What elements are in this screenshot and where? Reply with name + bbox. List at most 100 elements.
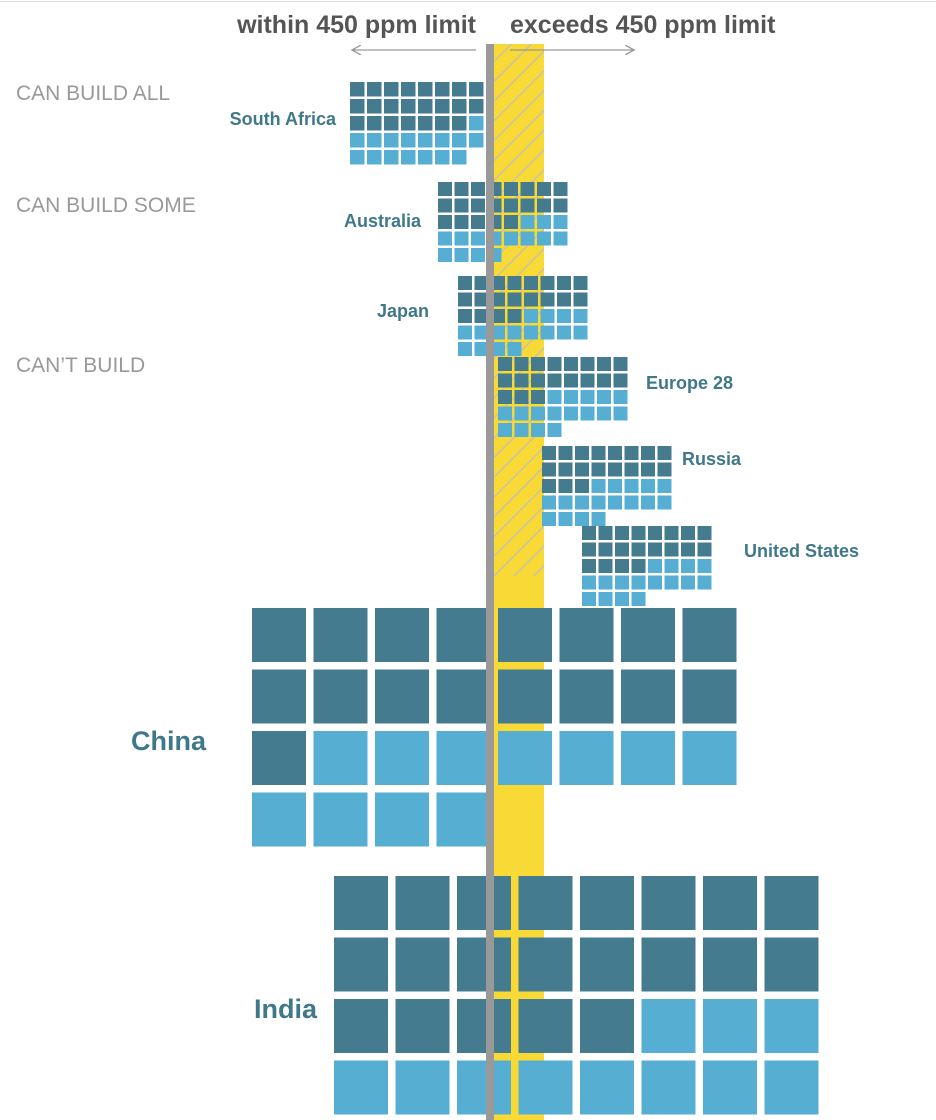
japan-exceeds-square <box>458 325 472 340</box>
europe-28-within-square <box>613 357 628 371</box>
europe-28-exceeds-square <box>498 406 512 421</box>
united-states-within-square <box>582 526 596 540</box>
south-africa-exceeds-square <box>401 150 416 165</box>
china-within-square <box>252 731 306 785</box>
australia-exceeds-square <box>553 231 568 246</box>
united-states-within-square <box>631 542 646 557</box>
china-within-square <box>252 669 306 724</box>
europe-28-exceeds-square <box>547 390 562 404</box>
label-china: China <box>131 726 207 756</box>
japan-within-square <box>524 276 538 290</box>
europe-28-within-square <box>531 357 545 371</box>
india-within-square <box>703 876 757 930</box>
south-africa-within-square <box>384 116 399 131</box>
south-africa-within-square <box>367 116 382 131</box>
south-africa-within-square <box>435 116 450 131</box>
china-exceeds-square <box>375 731 429 785</box>
europe-28-within-square <box>564 357 578 371</box>
russia-within-square <box>542 479 556 493</box>
china-within-square <box>252 608 306 662</box>
europe-28-within-square <box>564 373 578 388</box>
south-africa-exceeds-square <box>418 150 433 165</box>
united-states-within-square <box>648 526 662 540</box>
south-africa-within-square <box>401 116 416 131</box>
south-africa-within-square <box>350 82 365 97</box>
japan-exceeds-square <box>524 309 538 323</box>
russia-within-square <box>558 446 573 460</box>
label-japan: Japan <box>377 301 429 321</box>
japan-within-square <box>491 309 505 323</box>
india-within-square <box>457 999 511 1053</box>
united-states-within-square <box>615 559 629 573</box>
japan-within-square <box>474 309 489 323</box>
russia-within-square <box>591 446 606 460</box>
south-africa-within-square <box>350 99 365 114</box>
europe-28-within-square <box>498 373 512 388</box>
russia-exceeds-square <box>558 495 573 510</box>
japan-within-square <box>557 292 571 307</box>
china-exceeds-square <box>682 731 737 785</box>
india-within-square <box>334 876 388 930</box>
india-within-square <box>518 876 573 930</box>
russia-within-square <box>641 446 655 460</box>
south-africa-within-square <box>469 82 484 97</box>
united-states-exceeds-square <box>631 575 646 590</box>
japan-within-square <box>507 292 522 307</box>
japan-within-square <box>474 292 489 307</box>
india-within-square <box>764 937 819 992</box>
russia-within-square <box>608 446 622 460</box>
japan-within-square <box>507 276 522 290</box>
united-states-exceeds-square <box>681 559 695 573</box>
russia-exceeds-square <box>591 512 606 526</box>
japan-within-square <box>573 292 588 307</box>
russia-within-square <box>542 462 556 477</box>
china-within-square <box>621 669 675 724</box>
japan-exceeds-square <box>540 309 555 323</box>
europe-28-exceeds-square <box>547 423 562 437</box>
europe-28-within-square <box>580 357 595 371</box>
south-africa-within-square <box>401 99 416 114</box>
china-exceeds-square <box>252 792 306 847</box>
south-africa-within-square <box>418 116 433 131</box>
india-within-square <box>580 937 634 992</box>
south-africa-exceeds-square <box>435 150 450 165</box>
category-can-build-some: CAN BUILD SOME <box>16 194 196 217</box>
russia-exceeds-square <box>608 479 622 493</box>
russia-exceeds-square <box>542 495 556 510</box>
russia-within-square <box>624 446 639 460</box>
united-states-within-square <box>681 526 695 540</box>
russia-exceeds-square <box>624 495 639 510</box>
europe-28-exceeds-square <box>613 390 628 404</box>
europe-28-within-square <box>547 357 562 371</box>
japan-within-square <box>540 276 555 290</box>
united-states-exceeds-square <box>598 575 613 590</box>
europe-28-within-square <box>580 373 595 388</box>
china-within-square <box>375 608 429 662</box>
china-within-square <box>682 608 737 662</box>
europe-28-exceeds-square <box>613 406 628 421</box>
russia-exceeds-square <box>657 495 672 510</box>
india-within-square <box>580 999 634 1053</box>
united-states-exceeds-square <box>582 592 596 606</box>
europe-28-within-square <box>514 373 529 388</box>
australia-within-square <box>504 182 518 196</box>
united-states-exceeds-square <box>697 575 712 590</box>
japan-exceeds-square <box>573 309 588 323</box>
united-states-within-square <box>598 559 613 573</box>
china-within-square <box>313 608 368 662</box>
waffle-squares <box>252 82 819 1115</box>
australia-exceeds-square <box>520 231 535 246</box>
united-states-exceeds-square <box>648 559 662 573</box>
japan-within-square <box>557 276 571 290</box>
south-africa-within-square <box>452 99 467 114</box>
india-within-square <box>518 937 573 992</box>
south-africa-exceeds-square <box>367 133 382 148</box>
australia-within-square <box>537 198 551 213</box>
europe-28-within-square <box>514 390 529 404</box>
japan-exceeds-square <box>540 325 555 340</box>
europe-28-within-square <box>597 373 611 388</box>
europe-28-within-square <box>531 390 545 404</box>
europe-28-within-square <box>613 373 628 388</box>
south-africa-within-square <box>401 82 416 97</box>
